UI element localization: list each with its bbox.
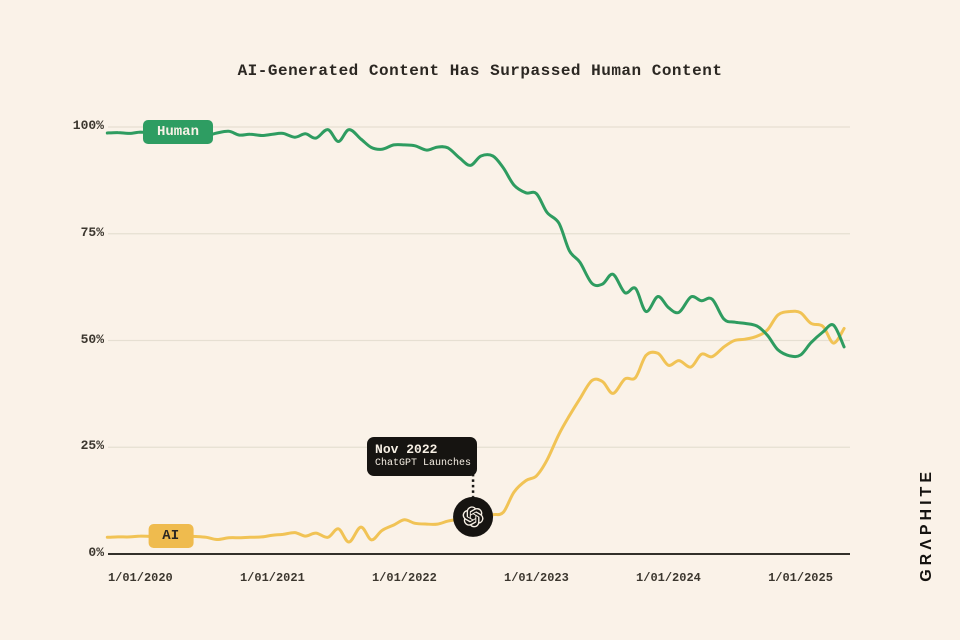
chatgpt-launch-annotation: Nov 2022 ChatGPT Launches	[367, 436, 478, 476]
y-axis-tick: 100%	[72, 118, 104, 133]
annotation-subtitle: ChatGPT Launches	[375, 457, 472, 469]
x-axis-tick: 1/01/2021	[239, 571, 305, 585]
x-axis-tick: 1/01/2024	[636, 571, 701, 585]
y-axis-tick: 75%	[80, 224, 104, 240]
chart-title: AI-Generated Content Has Surpassed Human…	[237, 62, 723, 80]
human-series-label: Human	[142, 120, 213, 145]
y-axis-tick: 25%	[80, 438, 104, 454]
annotation-title: Nov 2022	[375, 441, 438, 457]
y-axis-tick: 0%	[88, 545, 104, 560]
y-axis-tick: 50%	[80, 331, 104, 347]
x-axis-tick: 1/01/2025	[768, 571, 833, 585]
graphite-logo: GRΛPHITE	[918, 468, 935, 582]
openai-icon	[462, 506, 484, 528]
ai-series-label: AI	[148, 524, 194, 549]
x-axis-tick: 1/01/2023	[504, 571, 569, 585]
human-line	[105, 128, 846, 359]
x-axis-tick: 1/01/2020	[107, 571, 173, 585]
openai-badge	[453, 496, 494, 537]
x-axis-tick: 1/01/2022	[371, 571, 437, 585]
